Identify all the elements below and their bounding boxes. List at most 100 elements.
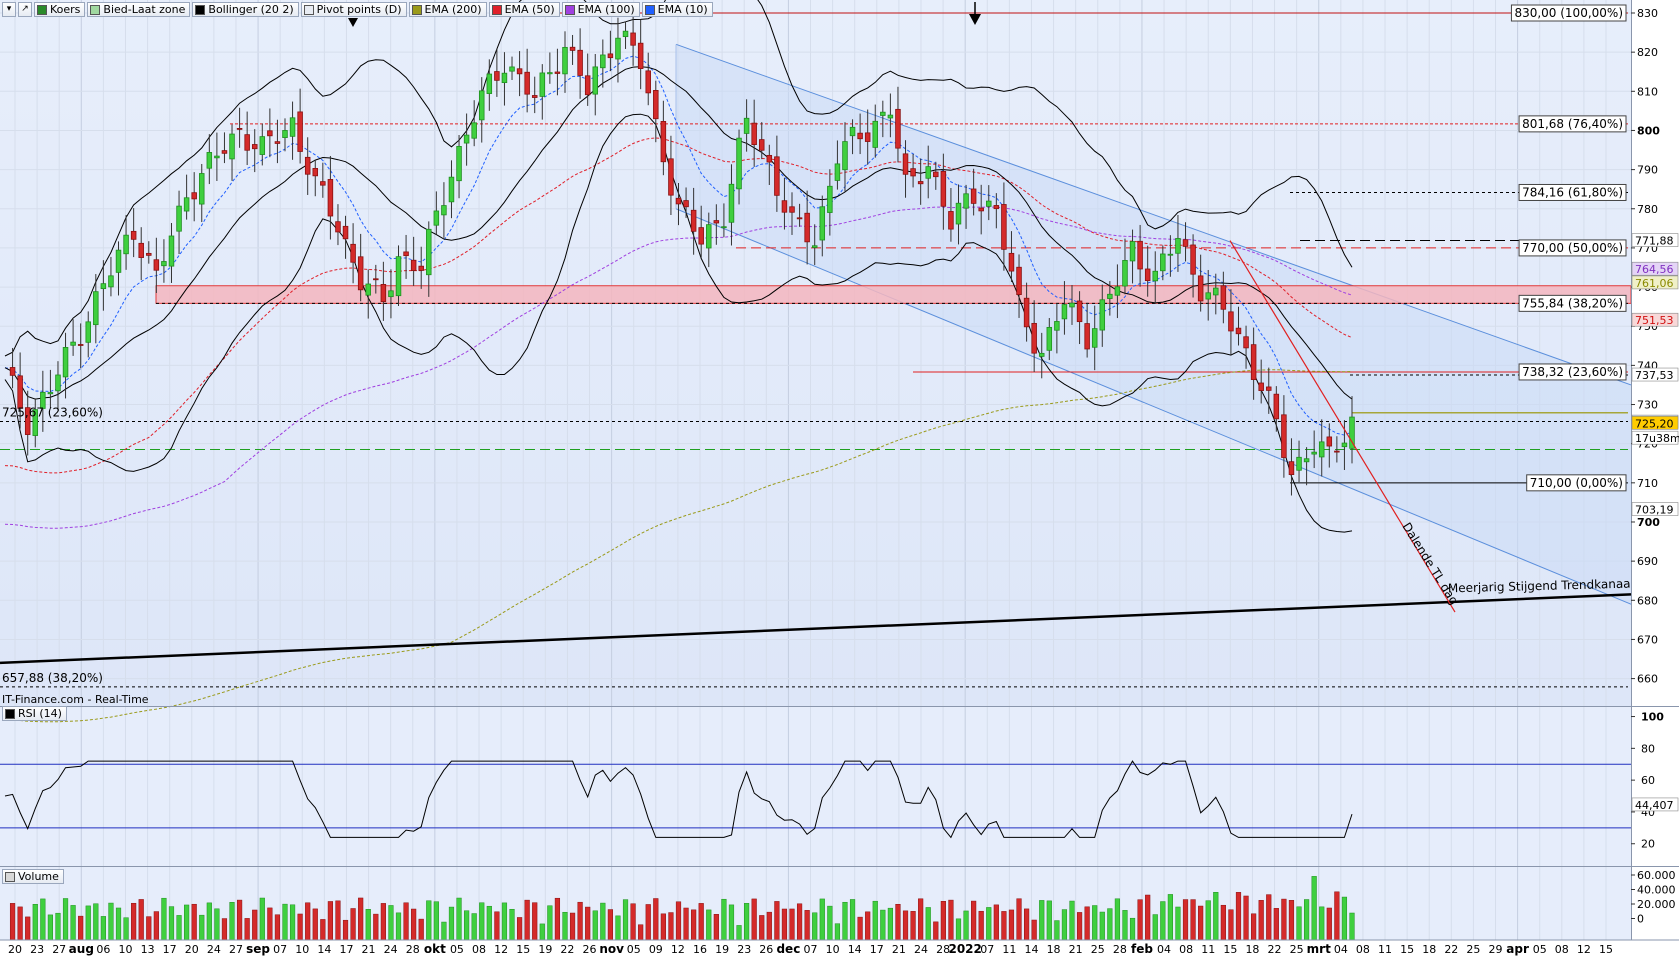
legend-label: Pivot points (D) bbox=[316, 3, 402, 16]
price-badge-label: 725,20 bbox=[1635, 417, 1674, 430]
price-badge bbox=[1631, 275, 1679, 290]
candle-body bbox=[251, 144, 258, 150]
x-tick-label: 21 bbox=[1069, 943, 1083, 956]
rsi-tick-label: 100 bbox=[1641, 711, 1664, 724]
candle-body bbox=[1061, 304, 1068, 320]
candle-body bbox=[289, 117, 296, 137]
candle-body bbox=[864, 132, 871, 142]
fib-label-box bbox=[1518, 183, 1627, 201]
volume-bar bbox=[1311, 876, 1317, 941]
volume-bar bbox=[1281, 898, 1287, 941]
x-tick-label: 20 bbox=[185, 943, 199, 956]
volume-bar bbox=[872, 900, 878, 941]
candle-body bbox=[925, 166, 931, 179]
x-tick-label: 26 bbox=[759, 943, 773, 956]
add-indicator-icon[interactable]: ↗ bbox=[18, 2, 32, 17]
candle-body bbox=[698, 227, 704, 245]
volume-bar bbox=[759, 915, 765, 941]
y-tick-label: 830 bbox=[1637, 7, 1658, 20]
volume-bar bbox=[55, 912, 61, 941]
candle-body bbox=[592, 66, 599, 95]
legend-item-ema100[interactable]: EMA (100) bbox=[561, 2, 640, 17]
volume-bar bbox=[539, 923, 545, 941]
candle-body bbox=[85, 321, 91, 343]
candle-body bbox=[811, 245, 818, 248]
candle-body bbox=[1281, 414, 1287, 458]
candle-body bbox=[1205, 292, 1211, 300]
y-tick-label: 790 bbox=[1637, 164, 1658, 177]
volume-bar bbox=[516, 917, 523, 941]
volume-bar bbox=[910, 911, 916, 941]
fib-level-label: 738,32 (23,60%) bbox=[1522, 365, 1623, 379]
volume-bar bbox=[812, 912, 818, 941]
candle-body bbox=[781, 200, 788, 213]
volume-bar bbox=[653, 898, 659, 941]
candle-body bbox=[297, 111, 303, 152]
volume-bar bbox=[948, 899, 954, 941]
volume-bar bbox=[774, 901, 780, 941]
fib-label-box bbox=[1510, 4, 1627, 22]
volume-bar bbox=[259, 897, 265, 941]
falling-trendline bbox=[1229, 240, 1456, 613]
candle-body bbox=[1258, 382, 1264, 391]
candle-body bbox=[183, 197, 190, 212]
volume-bar bbox=[842, 901, 848, 941]
candle-body bbox=[463, 134, 470, 144]
vol-tick-label: 0 bbox=[1637, 913, 1644, 926]
candle-body bbox=[1122, 260, 1128, 287]
volume-panel-label[interactable]: Volume bbox=[2, 869, 64, 884]
legend-item-koers[interactable]: Koers bbox=[34, 2, 86, 17]
rsi-panel-label[interactable]: RSI (14) bbox=[2, 706, 67, 721]
volume-bar bbox=[236, 899, 243, 941]
volume-bar bbox=[940, 901, 946, 941]
candle-body bbox=[1152, 270, 1158, 282]
volume-bar bbox=[1054, 920, 1060, 941]
collapse-icon[interactable]: ▾ bbox=[2, 2, 16, 17]
volume-bar bbox=[925, 907, 931, 941]
volume-bar bbox=[721, 898, 727, 941]
candle-body bbox=[902, 153, 909, 175]
left-fib-label: 657,88 (38,20%) bbox=[2, 671, 103, 685]
candle-body bbox=[1016, 266, 1022, 295]
candle-body bbox=[758, 139, 765, 151]
volume-bar bbox=[93, 903, 99, 941]
volume-bar bbox=[78, 915, 84, 941]
volume-bar bbox=[395, 912, 402, 941]
candle-body bbox=[804, 212, 810, 243]
legend-item-bid-ask[interactable]: Bied-Laat zone bbox=[87, 2, 191, 17]
volume-bar bbox=[494, 911, 500, 941]
x-tick-label: 11 bbox=[1201, 943, 1215, 956]
volume-bar bbox=[751, 898, 757, 941]
candle-body bbox=[796, 217, 803, 220]
candle-body bbox=[1107, 293, 1113, 299]
candle-body bbox=[660, 121, 667, 163]
legend-swatch bbox=[303, 4, 314, 15]
candle-body bbox=[887, 114, 894, 119]
volume-bar bbox=[1190, 899, 1196, 941]
volume-bar bbox=[524, 899, 530, 941]
volume-bar bbox=[986, 907, 992, 941]
volume-bar bbox=[108, 902, 114, 941]
legend-item-pivot[interactable]: Pivot points (D) bbox=[300, 2, 407, 17]
candle-body bbox=[494, 71, 500, 81]
candle-body bbox=[1326, 436, 1333, 447]
x-tick-label: 21 bbox=[892, 943, 906, 956]
candle-body bbox=[1137, 240, 1143, 270]
candle-body bbox=[834, 163, 841, 181]
legend-item-ema10[interactable]: EMA (10) bbox=[641, 2, 713, 17]
volume-bar bbox=[834, 923, 841, 941]
candle-body bbox=[1250, 344, 1257, 380]
volume-bar bbox=[100, 916, 106, 941]
price-badge-label: 764,56 bbox=[1635, 263, 1674, 276]
legend-item-ema50[interactable]: EMA (50) bbox=[488, 2, 560, 17]
volume-bar bbox=[486, 905, 492, 941]
volume-bar bbox=[607, 909, 613, 941]
legend-item-bollinger[interactable]: Bollinger (20 2) bbox=[192, 2, 299, 17]
volume-bar bbox=[1099, 911, 1105, 941]
x-tick-label: 18 bbox=[1245, 943, 1259, 956]
legend-item-ema200[interactable]: EMA (200) bbox=[408, 2, 487, 17]
price-badge bbox=[1631, 233, 1679, 247]
volume-bar bbox=[25, 916, 31, 941]
volume-bar bbox=[297, 913, 303, 941]
x-tick-label: 11 bbox=[1002, 943, 1016, 956]
